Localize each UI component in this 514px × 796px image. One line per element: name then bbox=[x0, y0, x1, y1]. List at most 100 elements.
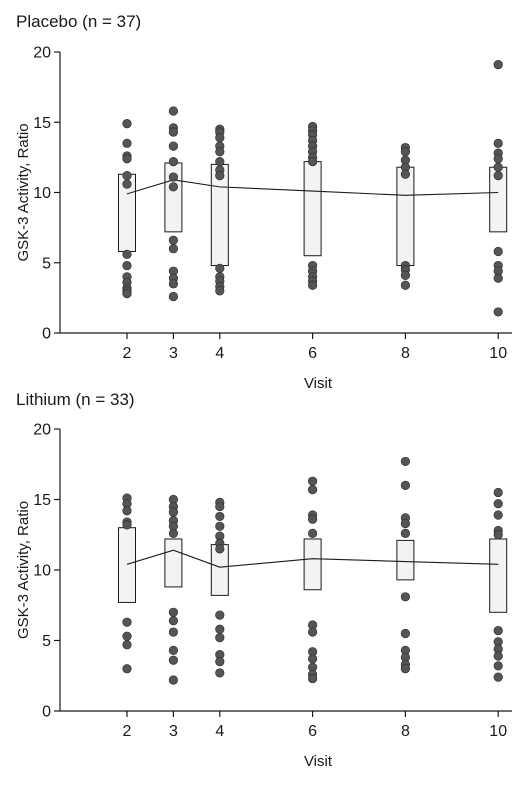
data-point bbox=[308, 654, 318, 664]
x-tick-label: 10 bbox=[489, 723, 507, 740]
data-point bbox=[493, 651, 503, 661]
data-point bbox=[122, 640, 132, 650]
x-tick-label: 3 bbox=[169, 345, 178, 362]
data-point bbox=[168, 675, 178, 685]
y-tick-label: 0 bbox=[42, 704, 51, 721]
data-point bbox=[168, 244, 178, 254]
data-point bbox=[215, 624, 225, 634]
data-point bbox=[168, 156, 178, 167]
x-tick-label: 4 bbox=[215, 723, 224, 740]
data-point bbox=[168, 291, 178, 302]
data-point bbox=[122, 631, 132, 641]
data-point bbox=[493, 307, 503, 317]
x-axis-label: Visit bbox=[304, 753, 333, 770]
data-point bbox=[168, 627, 178, 637]
data-point bbox=[215, 263, 225, 273]
data-point bbox=[215, 171, 225, 181]
data-point bbox=[493, 510, 503, 520]
data-point bbox=[122, 617, 132, 627]
data-point bbox=[493, 246, 503, 257]
data-point bbox=[493, 154, 503, 164]
data-point bbox=[308, 156, 318, 167]
data-point bbox=[493, 499, 503, 509]
y-tick-label: 20 bbox=[33, 45, 51, 62]
mean-line bbox=[126, 549, 499, 568]
data-point bbox=[168, 127, 178, 137]
data-point bbox=[308, 485, 318, 495]
data-point bbox=[168, 507, 178, 517]
x-tick-label: 8 bbox=[401, 723, 410, 740]
data-point bbox=[122, 260, 132, 271]
data-point bbox=[168, 655, 178, 665]
data-point bbox=[400, 664, 411, 674]
data-point bbox=[168, 182, 178, 192]
x-tick-label: 4 bbox=[215, 345, 224, 362]
chart-title: Placebo (n = 37) bbox=[16, 12, 141, 31]
x-tick-label: 10 bbox=[489, 345, 507, 362]
data-point bbox=[493, 672, 503, 682]
data-point bbox=[122, 520, 132, 530]
data-point bbox=[122, 138, 132, 148]
data-point bbox=[493, 273, 503, 283]
data-point bbox=[215, 544, 225, 554]
y-tick-label: 15 bbox=[33, 492, 51, 509]
data-point bbox=[168, 528, 178, 538]
y-tick-label: 5 bbox=[42, 633, 51, 650]
x-tick-label: 2 bbox=[123, 345, 132, 362]
data-point bbox=[122, 506, 132, 516]
iqr-box bbox=[396, 166, 415, 267]
data-point bbox=[215, 147, 225, 157]
data-point bbox=[308, 476, 318, 486]
data-point bbox=[493, 530, 503, 540]
data-point bbox=[493, 162, 503, 172]
data-point bbox=[493, 171, 503, 181]
data-point bbox=[493, 661, 503, 671]
data-point bbox=[122, 179, 132, 189]
data-point bbox=[215, 521, 225, 531]
data-point bbox=[215, 657, 225, 667]
iqr-box bbox=[164, 538, 183, 588]
data-point bbox=[493, 138, 503, 148]
lithium-panel: Lithium (n = 33) 0 5 10 15 20 2 3 4 6 8 10 Visit GSK-… bbox=[15, 390, 512, 770]
data-point bbox=[215, 511, 225, 522]
data-point bbox=[168, 607, 178, 617]
iqr-box bbox=[303, 161, 322, 257]
iqr-box bbox=[118, 527, 136, 603]
data-point bbox=[308, 673, 318, 684]
data-point bbox=[215, 286, 225, 296]
data-point bbox=[215, 610, 225, 620]
data-point bbox=[400, 280, 411, 290]
data-point bbox=[308, 528, 318, 538]
x-tick-label: 6 bbox=[308, 723, 317, 740]
x-tick-label: 6 bbox=[308, 345, 317, 362]
data-point bbox=[122, 289, 132, 299]
data-point bbox=[400, 518, 411, 529]
data-point bbox=[215, 501, 225, 512]
data-point bbox=[400, 456, 411, 467]
iqr-box bbox=[489, 538, 508, 613]
data-point bbox=[400, 147, 411, 157]
data-point bbox=[400, 628, 411, 639]
x-axis-label: Visit bbox=[304, 375, 333, 392]
data-point bbox=[122, 119, 132, 129]
data-point bbox=[122, 249, 132, 259]
data-point bbox=[215, 633, 225, 643]
data-point bbox=[308, 627, 318, 637]
data-point bbox=[493, 626, 503, 636]
data-point bbox=[400, 480, 411, 491]
data-point bbox=[308, 280, 318, 290]
data-point bbox=[400, 270, 411, 280]
y-axis-label: GSK-3 Activity, Ratio bbox=[15, 123, 32, 261]
data-point bbox=[168, 106, 178, 116]
x-tick-label: 3 bbox=[169, 723, 178, 740]
y-tick-label: 5 bbox=[42, 255, 51, 272]
data-point bbox=[215, 133, 225, 143]
mean-line bbox=[126, 179, 499, 196]
data-point bbox=[215, 156, 225, 167]
y-axis-label: GSK-3 Activity, Ratio bbox=[15, 501, 32, 639]
data-point bbox=[122, 154, 132, 164]
y-tick-label: 10 bbox=[33, 185, 51, 202]
data-point bbox=[493, 487, 503, 498]
data-point bbox=[400, 592, 411, 602]
